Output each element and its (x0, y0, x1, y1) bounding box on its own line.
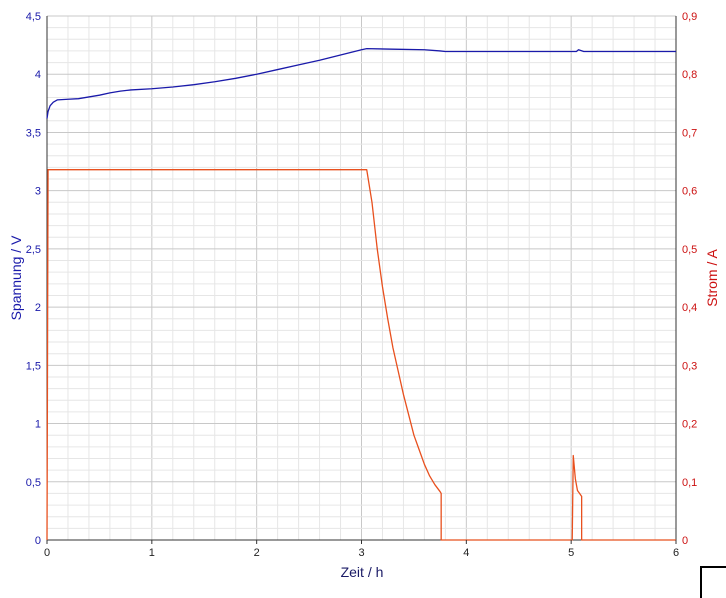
left-tick-label: 4 (35, 69, 41, 81)
left-tick-label: 2 (35, 302, 41, 314)
current-series-line (46, 169, 676, 541)
left-tick-label: 2,5 (26, 244, 41, 256)
right-tick-label: 0 (682, 535, 688, 547)
x-tick-label: 5 (568, 547, 574, 559)
right-tick-label: 0,8 (682, 69, 697, 81)
right-tick-label: 0,1 (682, 477, 697, 489)
left-tick-label: 0 (35, 535, 41, 547)
left-tick-label: 1,5 (26, 360, 41, 372)
right-tick-label: 0,3 (682, 360, 697, 372)
left-tick-label: 0,5 (26, 477, 41, 489)
plot-background (0, 0, 726, 584)
right-tick-label: 0,4 (682, 302, 697, 314)
right-tick-label: 0,2 (682, 419, 697, 431)
right-tick-label: 0,6 (682, 186, 697, 198)
left-axis-title: Spannung / V (8, 235, 24, 321)
right-tick-label: 0,7 (682, 127, 697, 139)
grid (46, 15, 677, 541)
x-tick-label: 1 (149, 547, 155, 559)
x-tick-label: 6 (673, 547, 679, 559)
right-tick-label: 0,5 (682, 244, 697, 256)
chart: 0 1 2 3 4 5 600,511,522,533,544,500,10,20,30,4… (0, 0, 726, 584)
left-tick-label: 1 (35, 419, 41, 431)
x-axis-title: Zeit / h (341, 564, 384, 580)
series-layer (46, 47, 676, 541)
x-tick-label: 3 (358, 547, 364, 559)
x-tick-label: 4 (463, 547, 469, 559)
right-tick-label: 0,9 (682, 11, 697, 23)
x-tick-label: 0 (44, 547, 50, 559)
x-tick-label: 2 (254, 547, 260, 559)
left-tick-label: 4,5 (26, 11, 41, 23)
left-tick-label: 3,5 (26, 127, 41, 139)
left-tick-label: 3 (35, 186, 41, 198)
corner-marker (700, 566, 726, 598)
right-axis-title: Strom / A (704, 249, 720, 307)
voltage-series-line (46, 47, 676, 119)
tick-labels: 0 1 2 3 4 5 600,511,522,533,544,500,10,20,30,4… (26, 11, 698, 559)
